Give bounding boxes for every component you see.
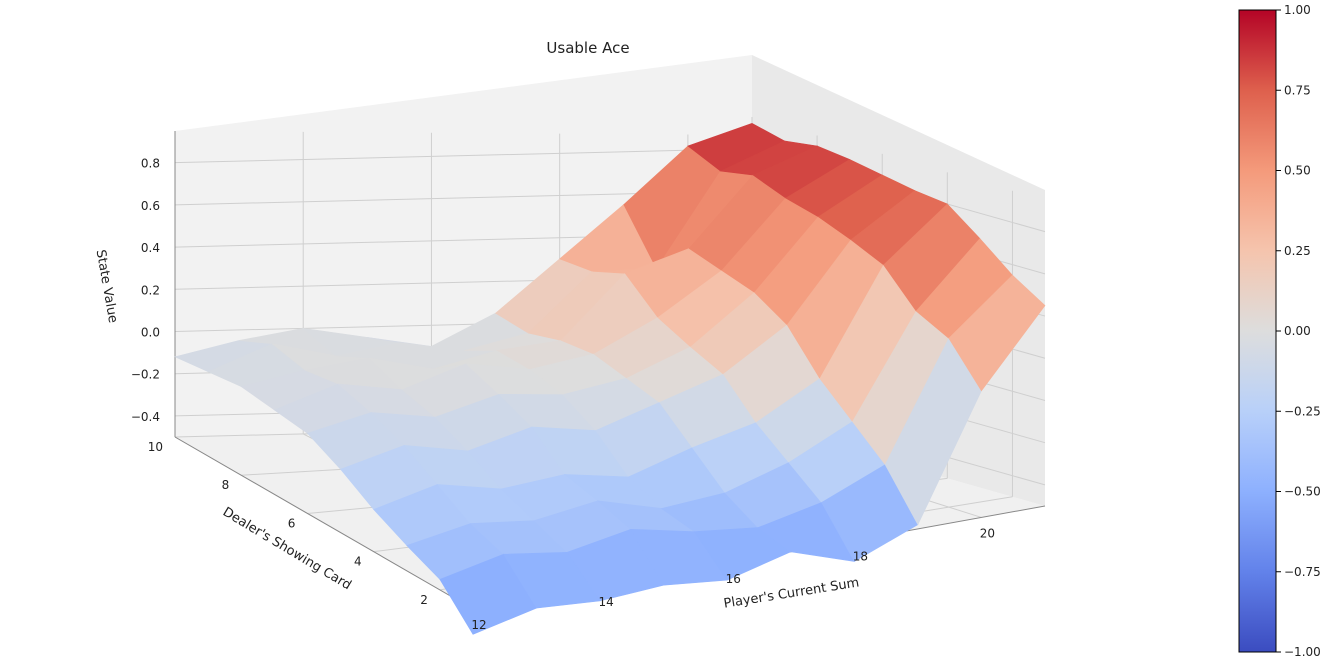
z-tick-label: −0.4: [131, 410, 160, 424]
z-tick-label: 0.4: [141, 241, 160, 255]
surface-patch: [948, 274, 1046, 392]
z-tick-label: 0.0: [141, 325, 160, 339]
axis-ticks: 12 14 16 18 20 2 4 6 8 10 −0.4 −0.2 0.0 0.2 0.4 0.6 0.8: [131, 157, 995, 632]
z-tick-label: −0.2: [131, 368, 160, 382]
z-tick-label: 0.8: [141, 157, 160, 171]
x-tick-label: 16: [726, 572, 741, 586]
colorbar-tick-label: −0.75: [1284, 565, 1321, 579]
y-tick-label: 2: [420, 593, 428, 607]
colorbar-tick-label: 0.75: [1284, 83, 1311, 97]
z-tick-label: 0.6: [141, 199, 160, 213]
colorbar-tick-label: −0.25: [1284, 404, 1321, 418]
x-axis-label: Player's Current Sum: [723, 575, 861, 611]
y-tick-label: 8: [222, 478, 230, 492]
x-tick-label: 20: [980, 526, 995, 540]
colorbar-tick-label: −1.00: [1284, 645, 1321, 659]
colorbar-fill: [1238, 9, 1277, 653]
colorbar: 1.00 0.75 0.50 0.25 0.00 −0.25 −0.50 −0.75 −1.00: [1238, 3, 1321, 659]
y-tick-label: 6: [288, 516, 296, 530]
colorbar-tick-label: 0.00: [1284, 324, 1311, 338]
colorbar-tick-label: 0.50: [1284, 164, 1311, 178]
x-tick-label: 18: [853, 549, 868, 563]
colorbar-ticks: 1.00 0.75 0.50 0.25 0.00 −0.25 −0.50 −0.75 −1.00: [1276, 3, 1321, 659]
z-axis-label: State Value: [93, 249, 121, 325]
surface-mesh: [174, 123, 1046, 635]
y-tick-label: 10: [148, 440, 163, 454]
z-tick-label: 0.2: [141, 283, 160, 297]
x-tick-label: 14: [598, 595, 613, 609]
colorbar-tick-label: 1.00: [1284, 3, 1311, 17]
y-tick-label: 4: [354, 555, 362, 569]
x-tick-label: 12: [471, 618, 486, 632]
chart-title: Usable Ace: [546, 39, 629, 57]
colorbar-tick-label: 0.25: [1284, 244, 1311, 258]
colorbar-tick-label: −0.50: [1284, 485, 1321, 499]
